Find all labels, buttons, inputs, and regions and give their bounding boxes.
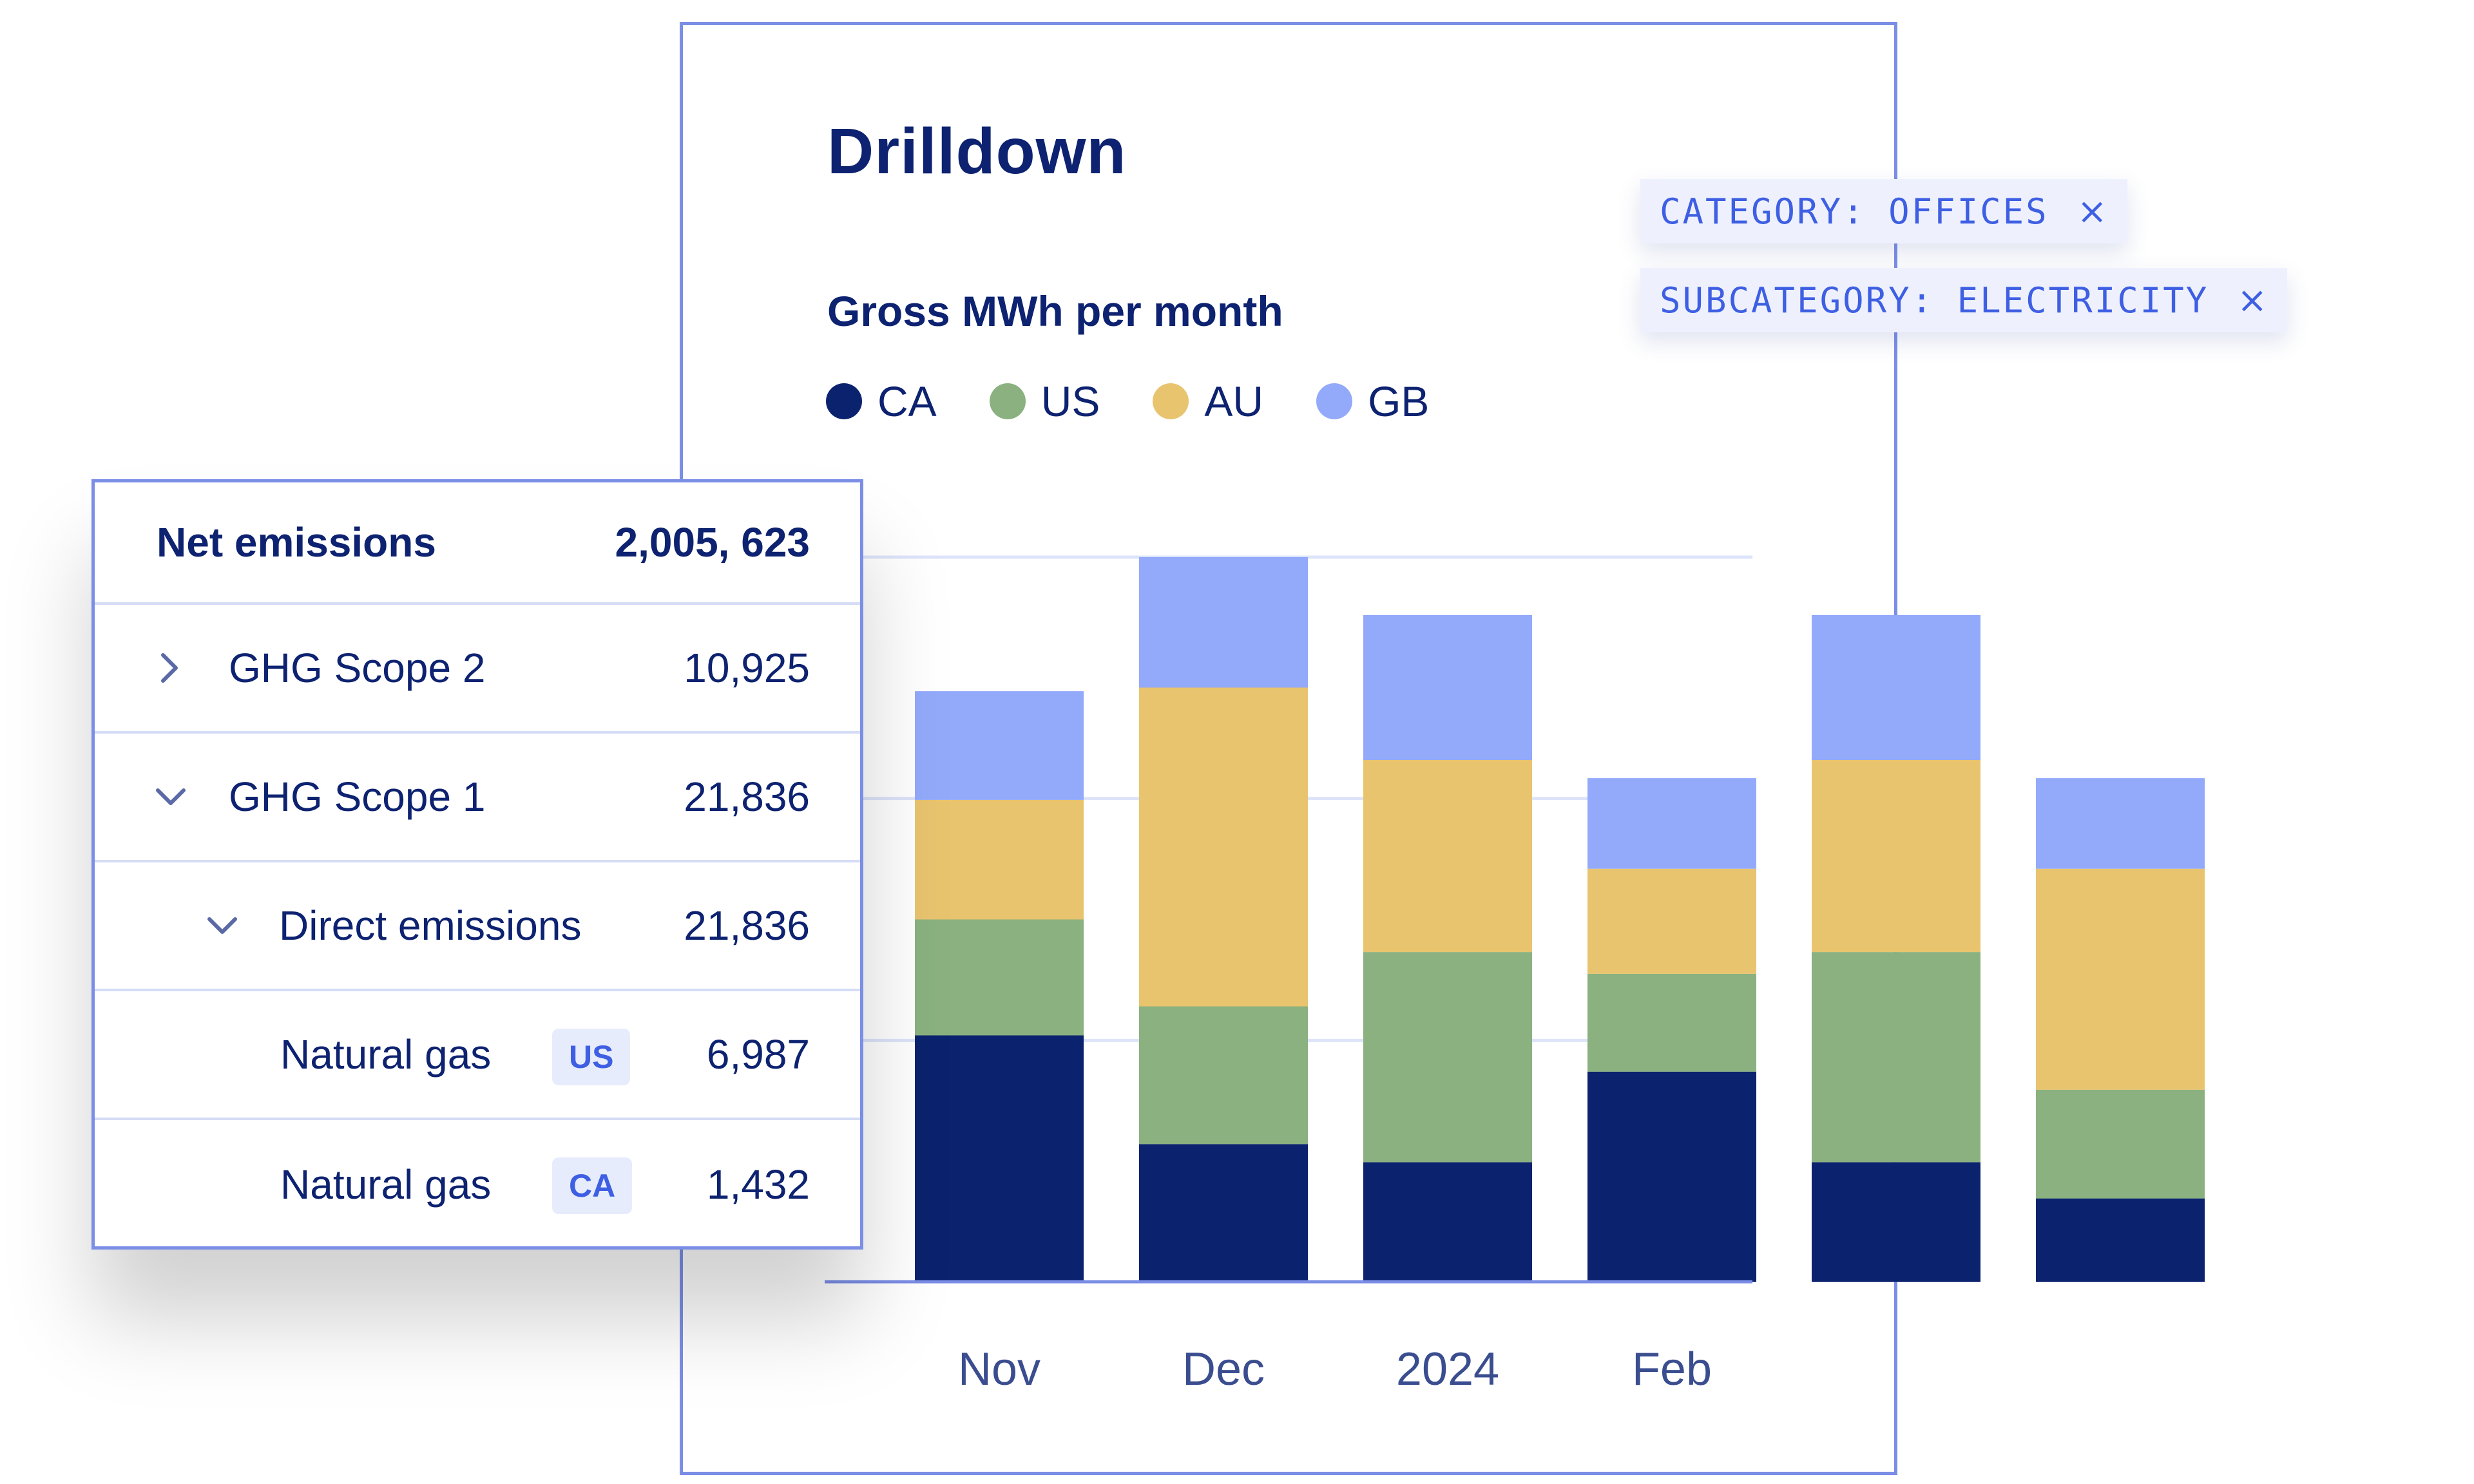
legend-dot-au [1153,383,1189,419]
row-value: 21,836 [684,902,810,949]
x-tick-label: Feb [1632,1344,1712,1395]
bar-segment-gb [2036,778,2205,869]
row-label: GHG Scope 1 [229,774,486,820]
x-tick-label: Dec [1182,1344,1265,1395]
net-emissions-value: 2,005, 623 [615,519,810,566]
filter-chip-category-label: CATEGORY: OFFICES [1660,191,2049,232]
bar-segment-ca [2036,1198,2205,1282]
net-emissions-label: Net emissions [157,519,436,566]
row-label: Natural gas [280,1031,492,1078]
legend-item-gb[interactable]: GB [1316,377,1429,426]
bar-segment-au [1363,760,1532,953]
country-tag-us: US [552,1029,631,1085]
bar-segment-au [915,799,1084,920]
legend-dot-gb [1316,383,1353,419]
row-value: 10,925 [684,645,810,691]
legend-item-us[interactable]: US [989,377,1100,426]
bar-segment-us [1587,973,1756,1072]
bar-segment-gb [1139,557,1308,688]
table-row-natural-gas-us[interactable]: Natural gas US 6,987 [95,991,860,1120]
legend-label-ca: CA [877,377,937,425]
row-label: Direct emissions [279,902,582,949]
bar-segment-gb [915,691,1084,800]
bar-segment-gb [1812,615,1980,760]
chart-subtitle: Gross MWh per month [827,287,1283,335]
table-header-row: Net emissions 2,005, 623 [95,482,860,605]
x-tick-label: 2024 [1396,1344,1499,1395]
legend-item-ca[interactable]: CA [826,377,937,426]
bar-segment-ca [1587,1071,1756,1282]
bar-segment-ca [1139,1144,1308,1282]
bar-segment-us [1139,1006,1308,1145]
bar-segment-ca [915,1035,1084,1282]
bar-segment-au [2036,868,2205,1090]
close-icon[interactable]: × [2237,279,2270,321]
filter-chip-subcategory-label: SUBCATEGORY: ELECTRICITY [1660,280,2209,321]
legend-item-au[interactable]: AU [1153,377,1263,426]
filter-chip-category[interactable]: CATEGORY: OFFICES × [1640,179,2127,243]
bar-segment-gb [1587,778,1756,869]
bar-segment-au [1587,868,1756,974]
legend-label-gb: GB [1368,377,1430,425]
legend-label-au: AU [1204,377,1264,425]
filter-chip-subcategory[interactable]: SUBCATEGORY: ELECTRICITY × [1640,268,2288,332]
country-tag-ca: CA [552,1157,633,1214]
bar-segment-ca [1363,1162,1532,1282]
emissions-table: Net emissions 2,005, 623 GHG Scope 2 10,… [91,479,863,1250]
table-row-ghg-scope-2[interactable]: GHG Scope 2 10,925 [95,605,860,734]
bar-segment-us [2036,1089,2205,1199]
bar-segment-us [1363,952,1532,1163]
row-value: 1,432 [706,1161,810,1208]
bar-segment-au [1139,687,1308,1007]
legend-label-us: US [1040,377,1100,425]
table-row-ghg-scope-1[interactable]: GHG Scope 1 21,836 [95,734,860,862]
chart-legend: CA US AU GB [826,377,1482,426]
chevron-down-icon[interactable] [204,862,240,989]
bar-segment-ca [1812,1162,1980,1282]
bar-segment-us [915,919,1084,1036]
chevron-right-icon[interactable] [158,605,181,731]
table-row-natural-gas-ca[interactable]: Natural gas CA 1,432 [95,1120,860,1249]
row-label: GHG Scope 2 [229,645,486,691]
legend-dot-us [989,383,1026,419]
card-title: Drilldown [827,115,1127,187]
x-tick-label: Nov [958,1344,1040,1395]
table-row-direct-emissions[interactable]: Direct emissions 21,836 [95,862,860,991]
row-value: 21,836 [684,774,810,820]
legend-dot-ca [826,383,862,419]
close-icon[interactable]: × [2076,190,2109,233]
row-value: 6,987 [706,1031,810,1078]
chevron-down-icon[interactable] [153,734,189,860]
row-label: Natural gas [280,1161,492,1208]
bar-segment-au [1812,760,1980,953]
bar-segment-us [1812,952,1980,1163]
bar-segment-gb [1363,615,1532,760]
